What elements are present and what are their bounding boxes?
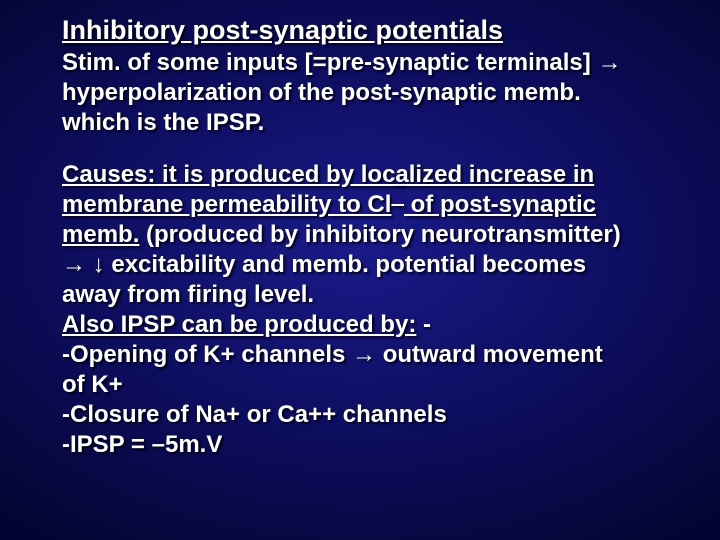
causes-line-2: membrane permeability to Cl¯ of post-syn…: [62, 190, 672, 220]
k-line-b: outward movement: [376, 341, 603, 368]
causes-p1a: it is produced by localized increase in: [155, 161, 594, 188]
causes-label: Causes:: [62, 161, 155, 188]
right-arrow-icon: →: [352, 341, 376, 368]
slide-title: Inhibitory post-synaptic potentials: [62, 14, 672, 48]
k-line-2: of K+: [62, 370, 672, 400]
causes-p2a: membrane permeability to Cl: [62, 191, 391, 218]
also-label: Also IPSP can be produced by:: [62, 311, 416, 338]
intro-l1a: Stim. of some inputs [=pre-synaptic term…: [62, 49, 597, 76]
causes-line-1: Causes: it is produced by localized incr…: [62, 160, 672, 190]
slide-content: Inhibitory post-synaptic potentials Stim…: [0, 0, 720, 474]
paragraph-gap: [62, 138, 672, 160]
intro-line-1: Stim. of some inputs [=pre-synaptic term…: [62, 48, 672, 78]
causes-p3: memb.: [62, 221, 139, 248]
intro-line-2: hyperpolarization of the post-synaptic m…: [62, 78, 672, 108]
minus-sign-icon: –: [152, 431, 165, 458]
na-line: -Closure of Na+ or Ca++ channels: [62, 400, 672, 430]
ipsp-a: -IPSP =: [62, 431, 152, 458]
also-tail: -: [416, 311, 431, 338]
right-arrow-icon: →: [62, 251, 86, 278]
causes-p2b: of post-synaptic: [404, 191, 596, 218]
also-line: Also IPSP can be produced by: -: [62, 310, 672, 340]
causes-p4b: excitability and memb. potential becomes: [105, 251, 586, 278]
right-arrow-icon: →: [597, 49, 621, 76]
causes-line-4: → ↓ excitability and memb. potential bec…: [62, 250, 672, 280]
ipsp-line: -IPSP = –5m.V: [62, 430, 672, 460]
causes-line-3: memb. (produced by inhibitory neurotrans…: [62, 220, 672, 250]
k-line-a: -Opening of K+ channels: [62, 341, 352, 368]
ipsp-b: 5m.V: [165, 431, 222, 458]
k-line-1: -Opening of K+ channels → outward moveme…: [62, 340, 672, 370]
intro-line-3: which is the IPSP.: [62, 108, 672, 138]
causes-line-5: away from firing level.: [62, 280, 672, 310]
down-arrow-icon: ↓: [93, 251, 105, 278]
causes-p3b: (produced by inhibitory neurotransmitter…: [139, 221, 620, 248]
